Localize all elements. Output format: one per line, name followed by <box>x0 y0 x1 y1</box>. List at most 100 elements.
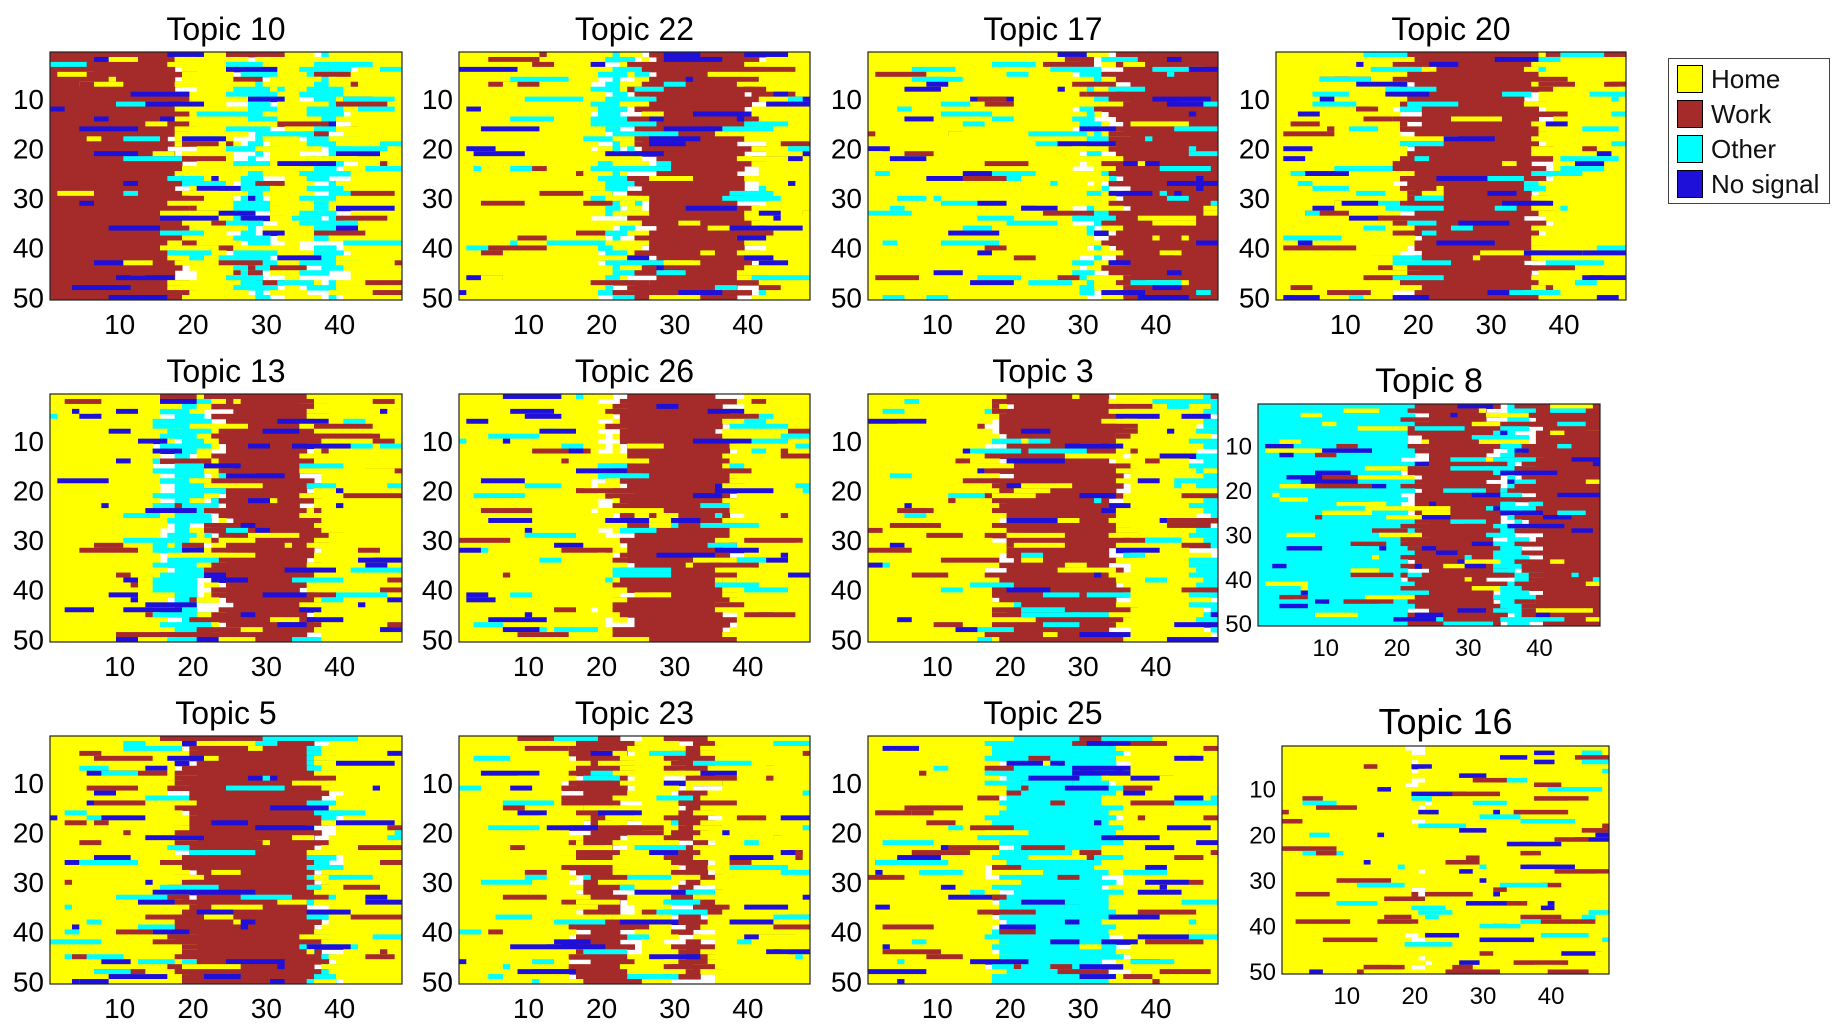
heatmap-cell-run <box>152 587 198 593</box>
heatmap-cell-run <box>868 146 1102 152</box>
heatmap-noise-run <box>802 210 810 217</box>
heatmap-noise-run <box>1021 205 1058 212</box>
heatmap-cell-run <box>1258 519 1423 525</box>
heatmap-noise-run <box>977 835 1022 841</box>
heatmap-cell-run <box>299 91 352 98</box>
heatmap-cell-run <box>605 637 745 643</box>
x-tick-label: 40 <box>1140 309 1171 340</box>
heatmap-cell-run <box>868 874 986 881</box>
y-tick-label: 10 <box>422 768 453 799</box>
heatmap-noise-run <box>204 493 212 499</box>
heatmap-cell-run <box>1094 171 1117 177</box>
heatmap-cell-run <box>174 81 249 88</box>
heatmap-cell-run <box>605 478 621 484</box>
heatmap-noise-run <box>1574 755 1609 761</box>
heatmap-cell-run <box>343 131 403 137</box>
heatmap-noise-run <box>1421 515 1451 520</box>
heatmap-cell-run <box>1399 185 1547 192</box>
heatmap-noise-run <box>226 141 234 147</box>
heatmap-noise-run <box>459 929 481 935</box>
heatmap-cell-run <box>262 171 308 177</box>
heatmap-noise-run <box>1166 413 1189 420</box>
heatmap-noise-run <box>459 537 511 544</box>
heatmap-noise-run <box>473 151 525 157</box>
heatmap-noise-run <box>1592 417 1600 423</box>
heatmap-cell-run <box>1276 96 1394 103</box>
y-tick-label: 50 <box>831 624 862 655</box>
heatmap-noise-run <box>948 825 963 831</box>
heatmap-cell-run <box>1258 426 1416 432</box>
heatmap-noise-run <box>79 860 138 866</box>
heatmap-noise-run <box>970 959 1029 965</box>
heatmap-cell-run <box>576 765 635 772</box>
heatmap-noise-run <box>984 408 992 415</box>
heatmap-cell-run <box>1094 205 1124 212</box>
heatmap-noise-run <box>1145 879 1189 886</box>
y-tick-label: 30 <box>1225 522 1252 549</box>
heatmap-noise-run <box>1407 101 1459 108</box>
heatmap-noise-run <box>116 929 153 935</box>
heatmap-noise-run <box>108 56 138 63</box>
heatmap-cell-run <box>619 156 643 162</box>
heatmap-noise-run <box>1057 275 1080 281</box>
heatmap-noise-run <box>671 106 679 113</box>
heatmap-noise-run <box>336 503 344 509</box>
heatmap-cell-run <box>1013 869 1124 876</box>
heatmap-noise-run <box>773 914 810 921</box>
x-tick-label: 30 <box>659 651 690 682</box>
heatmap-noise-run <box>729 919 774 925</box>
heatmap-noise-run <box>889 205 905 212</box>
heatmap-noise-run <box>72 180 124 187</box>
heatmap-cell-run <box>459 423 621 430</box>
heatmap-noise-run <box>1309 969 1323 975</box>
heatmap-noise-run <box>1152 66 1204 73</box>
y-tick-label: 30 <box>422 867 453 898</box>
heatmap-noise-run <box>517 810 547 816</box>
heatmap-noise-run <box>1411 905 1446 911</box>
heatmap-cell-run <box>693 835 811 841</box>
heatmap-noise-run <box>79 413 102 420</box>
heatmap-noise-run <box>1370 782 1391 788</box>
heatmap-cell-run <box>1400 537 1487 543</box>
heatmap-cell-run <box>641 146 767 152</box>
heatmap-noise-run <box>788 602 810 608</box>
heatmap-noise-run <box>1486 412 1529 418</box>
heatmap-cell-run <box>1411 951 1610 957</box>
heatmap-cell-run <box>350 250 403 256</box>
heatmap-noise-run <box>387 622 402 628</box>
heatmap-noise-run <box>999 929 1036 935</box>
heatmap-noise-run <box>524 96 584 103</box>
heatmap-cell-run <box>1418 782 1610 788</box>
heatmap-noise-run <box>306 532 344 539</box>
heatmap-noise-run <box>1392 230 1437 237</box>
heatmap-cell-run <box>999 790 1131 797</box>
heatmap-noise-run <box>882 944 890 950</box>
heatmap-cell-run <box>1400 523 1494 529</box>
heatmap-noise-run <box>991 864 1022 871</box>
heatmap-noise-run <box>204 255 219 261</box>
heatmap-noise-run <box>1295 891 1330 897</box>
heatmap-cell-run <box>612 443 621 450</box>
heatmap-cell-run <box>685 939 701 945</box>
heatmap-cell-run <box>634 151 745 157</box>
heatmap-noise-run <box>524 295 540 301</box>
heatmap-cell-run <box>174 805 330 811</box>
heatmap-noise-run <box>583 255 591 261</box>
heatmap-cell-run <box>196 270 249 276</box>
heatmap-cell-run <box>714 944 811 950</box>
heatmap-noise-run <box>218 537 256 544</box>
heatmap-noise-run <box>1203 468 1218 474</box>
y-tick-label: 10 <box>422 84 453 115</box>
heatmap-cell-run <box>1258 412 1416 418</box>
heatmap-noise-run <box>1520 850 1541 856</box>
heatmap-noise-run <box>79 840 102 846</box>
heatmap-cell-run <box>714 860 811 866</box>
heatmap-noise-run <box>1203 745 1218 752</box>
heatmap-noise-run <box>889 750 898 757</box>
heatmap-noise-run <box>510 592 533 598</box>
heatmap-cell-run <box>612 855 672 861</box>
heatmap-noise-run <box>86 136 102 142</box>
heatmap-noise-run <box>933 904 971 911</box>
heatmap-noise-run <box>875 121 890 127</box>
